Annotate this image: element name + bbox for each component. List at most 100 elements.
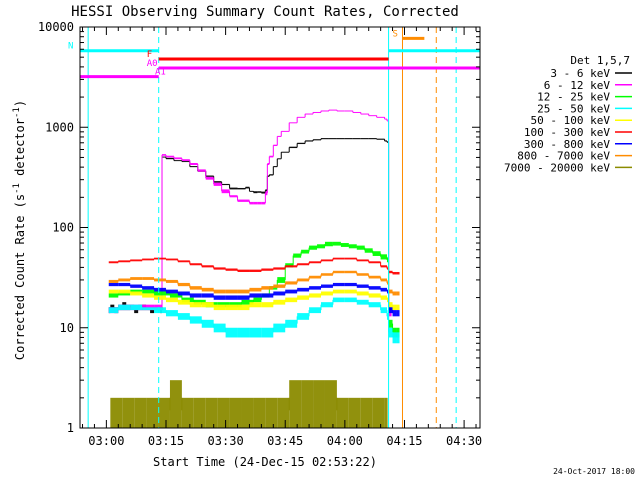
series-7-point-18: [321, 273, 333, 276]
series-5-point-18: [321, 259, 333, 262]
series-8-point-21: [360, 397, 373, 428]
legend-label-2: 12 - 25 keV: [537, 91, 610, 104]
series-7-point-13: [261, 286, 274, 290]
series-0-point-28: [253, 191, 258, 194]
series-1-point-41: [386, 120, 389, 122]
series-8-point-4: [158, 397, 170, 428]
series-0-point-15: [162, 156, 166, 158]
series-4-point-23: [380, 295, 387, 300]
series-5-point-16: [297, 263, 310, 266]
series-1-point-18: [249, 201, 254, 205]
series-8-point-19: [336, 397, 349, 428]
series-8-point-10: [229, 397, 242, 428]
series-4-point-19: [332, 289, 345, 294]
series-1-point-14: [221, 189, 230, 194]
series-2-point-24: [340, 243, 349, 247]
series-4-point-16: [297, 295, 310, 300]
series-3-point-12: [249, 327, 262, 338]
x-tick-label-1: 03:15: [148, 434, 184, 448]
series-4-point-9: [213, 304, 226, 311]
series-2-point-26: [356, 245, 365, 250]
series-7-point-26: [392, 291, 397, 296]
series-0-point-21: [205, 175, 214, 177]
series-7-point-22: [368, 275, 381, 279]
series-2-point-25: [348, 244, 357, 249]
series-1-point-21: [261, 201, 266, 205]
y-axis-label-sup1: -1: [12, 183, 22, 194]
series-6: [108, 282, 400, 317]
series-0-point-25: [237, 187, 246, 190]
series-5-point-5: [165, 258, 178, 261]
series-4-point-7: [189, 302, 202, 308]
series-4-point-11: [237, 304, 250, 311]
series-7-point-2: [130, 277, 143, 280]
series-5-point-19: [332, 257, 345, 260]
series-7-point-25: [388, 289, 393, 294]
series-7-point-5: [165, 279, 178, 283]
series-4-point-21: [356, 291, 369, 296]
series-6-point-9: [213, 295, 226, 300]
series-4-point-4: [154, 295, 166, 300]
series-8-point-16: [301, 380, 314, 428]
series-5-point-14: [273, 267, 286, 270]
series-3-point-2: [130, 304, 143, 311]
series-8-point-23: [384, 397, 388, 428]
series-0-point-42: [328, 138, 337, 140]
series-8-point-0: [110, 397, 123, 428]
series-0-point-31: [265, 189, 268, 192]
series-4-point-8: [201, 302, 214, 308]
series-4-point-10: [225, 304, 238, 311]
series-3-point-10: [225, 327, 238, 338]
legend-label-3: 25 - 50 keV: [537, 102, 610, 115]
series-7-point-19: [332, 270, 345, 274]
series-5-point-6: [177, 260, 190, 263]
series-1-point-33: [328, 109, 337, 111]
series-3-point-7: [189, 316, 202, 324]
series-1-point-34: [336, 110, 345, 112]
series-4-point-5: [165, 297, 178, 303]
series-8-point-11: [241, 397, 254, 428]
series-8-point-2: [134, 397, 147, 428]
series-2-point-16: [277, 277, 286, 283]
series-7-point-4: [154, 278, 166, 282]
series-6-point-13: [261, 293, 274, 298]
series-3-point-25: [388, 327, 393, 338]
series-2-point-13: [253, 297, 262, 303]
series-4-point-14: [273, 299, 286, 305]
series-8-point-3: [146, 397, 159, 428]
series-6-point-1: [118, 282, 131, 287]
series-6-point-19: [332, 282, 345, 287]
y-axis-label: Corrected Count Rate (s-1 detector-1): [12, 100, 27, 360]
series-1-point-27: [281, 130, 290, 132]
series-6-point-11: [237, 295, 250, 300]
series-2-point-23: [332, 241, 341, 246]
bar-label-3: A1: [155, 68, 166, 78]
series-0-point-30: [261, 191, 266, 194]
series-0-point-27: [249, 190, 254, 192]
series-8-point-17: [313, 380, 325, 428]
series-6-point-5: [165, 289, 178, 294]
series-1-point-36: [352, 111, 361, 113]
series-1-point-25: [273, 144, 278, 147]
series-0-point-18: [181, 161, 190, 163]
series-0-point-29: [257, 191, 262, 193]
y-axis-label-end: ): [13, 100, 27, 107]
series-3-point-20: [344, 297, 357, 303]
series-3-point-1: [118, 304, 131, 311]
series-2-point-4: [154, 291, 163, 296]
series-3-point-24: [386, 313, 389, 320]
footer-date: 24-Oct-2017 18:00: [553, 467, 635, 476]
series-6-point-0: [108, 282, 119, 287]
series-3-point-18: [321, 302, 333, 308]
series-4-point-26: [392, 304, 397, 311]
series-7-point-23: [380, 278, 387, 282]
series-0-point-45: [352, 138, 361, 140]
series-0-point-47: [368, 138, 377, 140]
series-2-point-6: [169, 293, 182, 298]
series-3-point-13: [261, 327, 274, 338]
series-0-point-48: [376, 138, 385, 140]
series-4-point-27: [396, 304, 400, 311]
series-6-point-6: [177, 291, 190, 296]
series-7-point-9: [213, 289, 226, 294]
